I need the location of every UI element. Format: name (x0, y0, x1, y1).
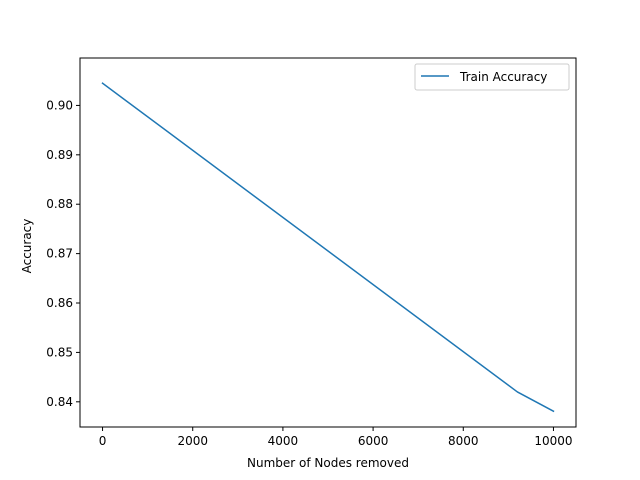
y-tick-label: 0.86 (46, 296, 73, 310)
axes-frame (79, 57, 577, 428)
x-tick-label: 6000 (358, 434, 389, 448)
y-tick-label: 0.88 (46, 197, 73, 211)
x-tick-label: 0 (99, 434, 107, 448)
x-tick-label: 8000 (448, 434, 479, 448)
x-tick-label: 4000 (268, 434, 299, 448)
series-line-train-accuracy (101, 82, 555, 413)
y-tick-label: 0.87 (46, 247, 73, 261)
y-tick-label: 0.85 (46, 345, 73, 359)
legend-label: Train Accuracy (459, 70, 547, 84)
plot-area (101, 82, 555, 413)
y-axis-ticks: 0.84 0.85 0.86 0.87 0.88 0.89 0.90 (46, 98, 80, 409)
y-axis-label: Accuracy (20, 219, 34, 274)
legend: Train Accuracy (414, 63, 570, 91)
x-axis-label: Number of Nodes removed (247, 456, 409, 470)
y-tick-label: 0.84 (46, 395, 73, 409)
y-tick-label: 0.90 (46, 98, 73, 112)
legend-box (414, 63, 570, 91)
y-tick-label: 0.89 (46, 148, 73, 162)
x-tick-label: 10000 (534, 434, 572, 448)
x-axis-ticks: 0 2000 4000 6000 8000 10000 (99, 427, 573, 448)
x-tick-label: 2000 (177, 434, 208, 448)
